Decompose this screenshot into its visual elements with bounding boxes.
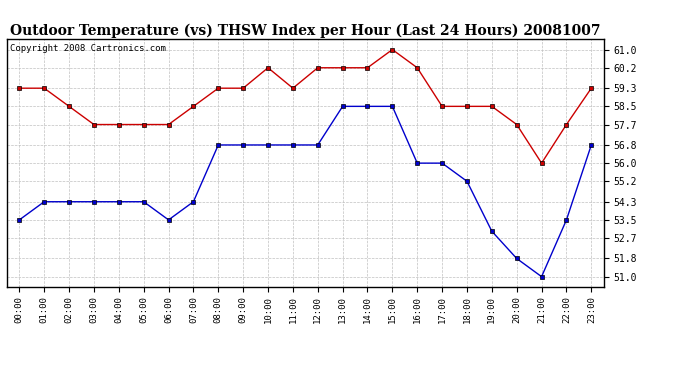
- Text: Copyright 2008 Cartronics.com: Copyright 2008 Cartronics.com: [10, 44, 166, 53]
- Title: Outdoor Temperature (vs) THSW Index per Hour (Last 24 Hours) 20081007: Outdoor Temperature (vs) THSW Index per …: [10, 24, 600, 38]
